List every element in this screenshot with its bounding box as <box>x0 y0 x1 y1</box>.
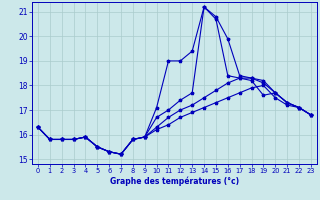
X-axis label: Graphe des températures (°c): Graphe des températures (°c) <box>110 177 239 186</box>
